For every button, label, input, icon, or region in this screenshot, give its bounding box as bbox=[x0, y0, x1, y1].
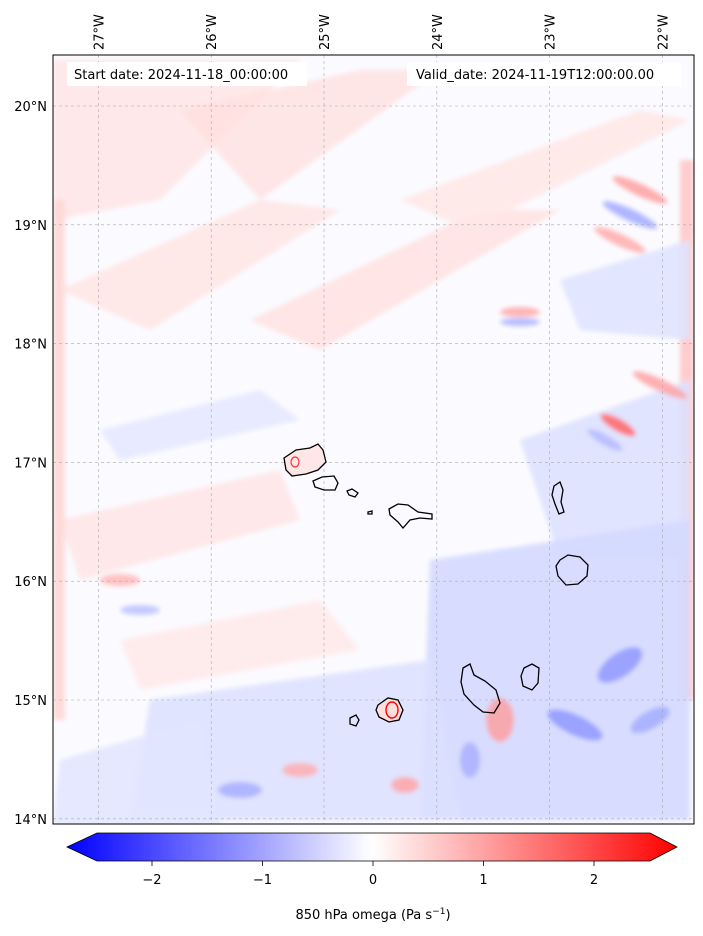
longitude-labels: 27°W 26°W 25°W 24°W 23°W 22°W bbox=[92, 14, 671, 50]
latitude-tick-label: 14°N bbox=[14, 813, 47, 828]
fogo-volcano-feature bbox=[290, 456, 399, 719]
valid-label-box bbox=[407, 62, 681, 86]
colorbar-label: 850 hPa omega (Pa s−1) bbox=[295, 907, 450, 923]
island-santa-luzia bbox=[346, 488, 359, 498]
longitude-tick-label: 25°W bbox=[318, 14, 333, 50]
start-label-box bbox=[67, 62, 307, 86]
latitude-tick-label: 20°N bbox=[14, 100, 47, 115]
latitude-tick-label: 19°N bbox=[14, 219, 47, 234]
colorbar-tick-label: 0 bbox=[369, 873, 377, 888]
island-brava bbox=[349, 714, 360, 727]
valid-date-label: Valid_date: 2024-11-19T12:00:00.00 bbox=[416, 68, 654, 83]
latitude-tick-label: 15°N bbox=[14, 694, 47, 709]
omega-field bbox=[53, 60, 694, 824]
latitude-tick-label: 18°N bbox=[14, 338, 47, 353]
colorbar-tick-label: −2 bbox=[142, 873, 161, 888]
island-sal bbox=[551, 481, 565, 515]
latitude-labels: 20°N 19°N 18°N 17°N 16°N 15°N 14°N bbox=[14, 100, 47, 828]
latitude-tick-label: 16°N bbox=[14, 575, 47, 590]
colorbar-tick-label: −1 bbox=[253, 873, 272, 888]
map-frame bbox=[52, 54, 695, 825]
longitude-tick-label: 23°W bbox=[544, 14, 559, 50]
island-santiago bbox=[460, 663, 501, 714]
island-boa-vista bbox=[555, 554, 589, 586]
island-sao-nicolau bbox=[388, 503, 433, 530]
longitude-tick-label: 24°W bbox=[431, 14, 446, 50]
colorbar-tick-label: 2 bbox=[590, 873, 598, 888]
island-branco bbox=[367, 510, 373, 515]
map-gridlines bbox=[53, 55, 694, 824]
start-date-label: Start date: 2024-11-18_00:00:00 bbox=[74, 68, 288, 83]
island-maio bbox=[520, 663, 540, 691]
island-sao-vicente bbox=[312, 475, 339, 491]
longitude-tick-label: 27°W bbox=[92, 14, 107, 50]
longitude-tick-label: 26°W bbox=[205, 14, 220, 50]
colorbar-gradient bbox=[66, 832, 678, 862]
latitude-tick-label: 17°N bbox=[14, 456, 47, 471]
colorbar: −2 −1 0 1 2 850 hPa omega (Pa s−1) bbox=[66, 832, 678, 923]
colorbar-tick-label: 1 bbox=[479, 873, 487, 888]
island-santo-antao bbox=[283, 443, 327, 477]
longitude-tick-label: 22°W bbox=[656, 14, 671, 50]
colorbar-ticks: −2 −1 0 1 2 bbox=[142, 861, 598, 888]
